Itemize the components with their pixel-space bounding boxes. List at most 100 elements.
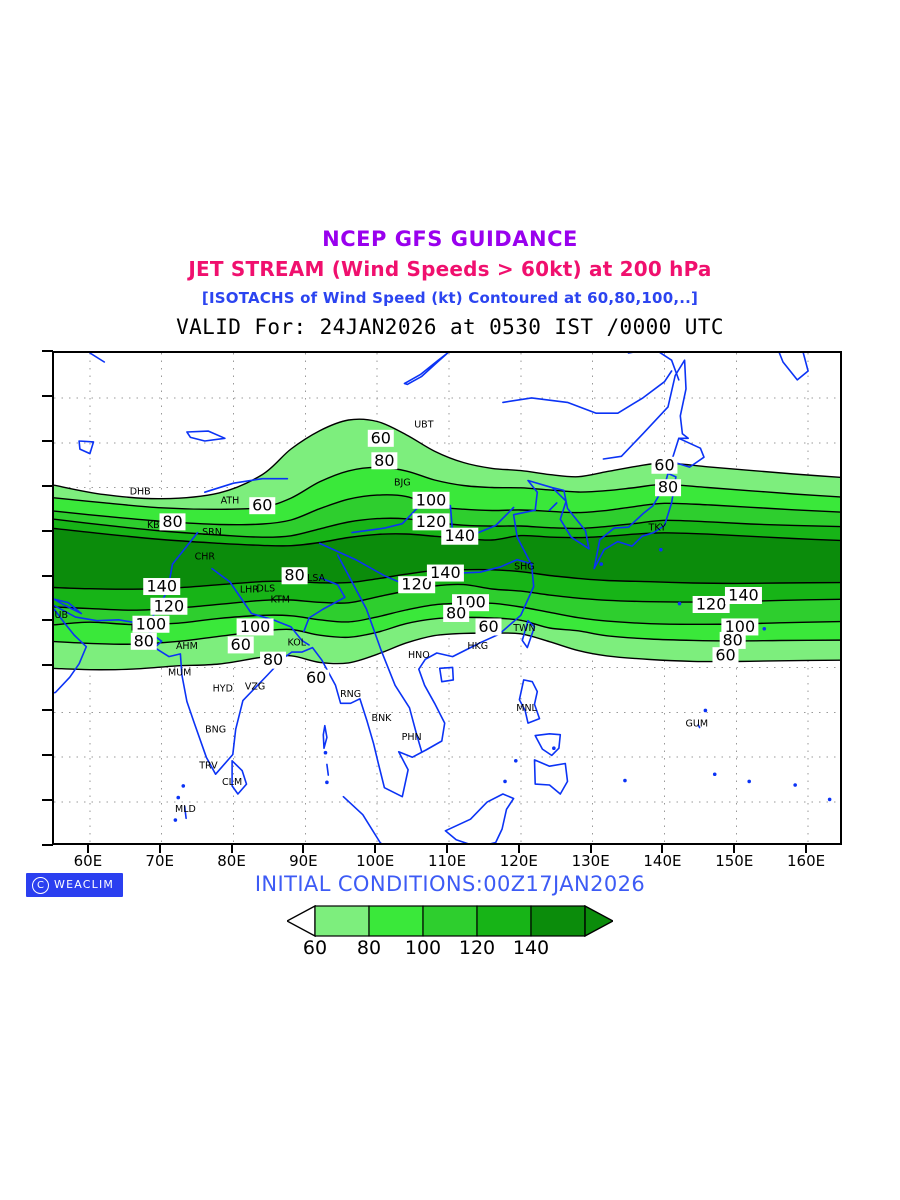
station-label: TRV bbox=[198, 761, 218, 772]
station-label: CHR bbox=[195, 551, 216, 562]
x-axis-tick bbox=[158, 843, 161, 853]
contour-label: 80 bbox=[723, 630, 743, 649]
contour-label: 120 bbox=[154, 596, 185, 615]
station-label: HNO bbox=[408, 650, 430, 661]
x-axis-tick bbox=[230, 843, 233, 853]
station-label: MUM bbox=[168, 667, 191, 678]
header-line-valid: VALID For: 24JAN2026 at 0530 IST /0000 U… bbox=[176, 315, 724, 339]
contour-label: 60 bbox=[252, 496, 272, 515]
y-axis-tick bbox=[42, 844, 53, 846]
copyright-icon: C bbox=[32, 877, 49, 894]
station-label: TWN bbox=[512, 623, 535, 634]
contour-label: 100 bbox=[240, 617, 271, 636]
contour-label: 60 bbox=[306, 668, 326, 687]
station-label: DUB bbox=[54, 610, 68, 621]
station-label: HYD bbox=[213, 683, 233, 694]
y-axis-tick bbox=[42, 439, 53, 442]
contour-label: 120 bbox=[696, 594, 727, 613]
x-axis-tick bbox=[661, 843, 664, 853]
station-label: DHB bbox=[130, 487, 151, 498]
contour-label: 140 bbox=[444, 526, 475, 545]
initial-conditions-label: INITIAL CONDITIONS:00Z17JAN2026 bbox=[254, 872, 646, 896]
weaclim-logo-label: WEACLIM bbox=[54, 878, 115, 891]
contour-label: 100 bbox=[725, 617, 756, 636]
contour-label: 100 bbox=[136, 614, 167, 633]
colorbar-svg bbox=[287, 905, 613, 937]
station-label: RNG bbox=[340, 689, 361, 700]
x-axis-tick bbox=[86, 843, 89, 853]
header-line-product: JET STREAM (Wind Speeds > 60kt) at 200 h… bbox=[188, 257, 712, 281]
contour-label: 60 bbox=[654, 455, 674, 474]
colorbar-tick-label: 100 bbox=[404, 937, 442, 959]
contour-label: 80 bbox=[263, 650, 283, 669]
contour-label: 80 bbox=[658, 478, 678, 497]
colorbar-legend: 60 80 100 120 140 bbox=[0, 905, 900, 961]
x-axis-tick bbox=[374, 843, 377, 853]
station-label: BNG bbox=[205, 725, 226, 736]
x-axis-tick bbox=[517, 843, 520, 853]
station-label: LHR bbox=[240, 585, 259, 596]
x-axis-tick bbox=[733, 843, 736, 853]
colorbar-tick-labels: 60 80 100 120 140 bbox=[300, 937, 600, 961]
contour-label: 60 bbox=[478, 617, 498, 636]
colorbar-tick-label: 120 bbox=[458, 937, 496, 959]
colorbar-tick-label: 60 bbox=[302, 937, 328, 959]
station-label: MLD bbox=[175, 804, 196, 815]
chart-header: NCEP GFS GUIDANCE JET STREAM (Wind Speed… bbox=[0, 224, 900, 342]
colorbar-left-arrow bbox=[287, 905, 316, 937]
colorbar-swatch bbox=[530, 905, 586, 937]
header-line-isotachs: [ISOTACHS of Wind Speed (kt) Contoured a… bbox=[201, 289, 699, 307]
station-label: VZG bbox=[245, 682, 265, 693]
y-axis-tick bbox=[42, 709, 53, 712]
contour-label: 100 bbox=[416, 490, 447, 509]
station-label: BJG bbox=[394, 478, 411, 489]
station-label: PHN bbox=[402, 732, 422, 743]
station-label: ATH bbox=[221, 496, 240, 507]
x-axis-tick-label: 90E bbox=[289, 852, 318, 870]
x-axis-tick-label: 60E bbox=[73, 852, 103, 870]
x-axis-tick-label: 70E bbox=[145, 852, 174, 870]
y-axis-tick bbox=[42, 394, 53, 397]
x-axis-tick-label: 120E bbox=[499, 852, 538, 870]
x-axis-tick bbox=[589, 843, 592, 853]
y-axis-tick bbox=[42, 664, 53, 667]
x-axis-tick bbox=[805, 843, 808, 853]
station-label: GUM bbox=[686, 718, 709, 729]
station-label: MNL bbox=[516, 703, 537, 714]
x-axis-tick-label: 140E bbox=[643, 852, 682, 870]
colorbar-swatch bbox=[368, 905, 424, 937]
contour-label: 60 bbox=[371, 428, 391, 447]
station-label: HKG bbox=[467, 641, 488, 652]
station-label: CLM bbox=[222, 777, 242, 788]
header-line-agency: NCEP GFS GUIDANCE bbox=[322, 227, 578, 251]
station-label: DLS bbox=[257, 584, 276, 595]
x-axis-tick bbox=[302, 843, 305, 853]
station-label: BNK bbox=[372, 713, 393, 724]
contour-label: 120 bbox=[416, 512, 447, 531]
colorbar-swatch bbox=[314, 905, 370, 937]
station-label: KBL bbox=[147, 520, 166, 531]
colorbar-swatch bbox=[476, 905, 532, 937]
station-label: KTM bbox=[270, 595, 290, 606]
contour-label: 140 bbox=[728, 586, 759, 605]
contour-label: 120 bbox=[401, 575, 432, 594]
colorbar-right-arrow bbox=[584, 905, 613, 937]
contour-label: 60 bbox=[231, 635, 251, 654]
colorbar-swatches bbox=[287, 905, 613, 937]
x-axis-tick bbox=[446, 843, 448, 853]
station-label: SHG bbox=[514, 561, 535, 572]
y-axis-tick bbox=[42, 529, 53, 532]
colorbar-tick-label: 80 bbox=[356, 937, 382, 959]
contour-label: 80 bbox=[374, 451, 394, 470]
contour-label: 140 bbox=[430, 563, 461, 582]
y-axis-tick bbox=[42, 799, 53, 802]
station-label: TKY bbox=[648, 523, 667, 534]
station-label: AHM bbox=[176, 641, 198, 652]
colorbar-tick-label: 140 bbox=[512, 937, 550, 959]
contour-label: 80 bbox=[446, 603, 466, 622]
contour-label: 60 bbox=[715, 646, 735, 665]
contour-label: 80 bbox=[162, 512, 182, 531]
y-axis-tick bbox=[42, 484, 53, 487]
y-axis-tick bbox=[42, 619, 53, 622]
x-axis-tick-label: 110E bbox=[427, 852, 467, 870]
